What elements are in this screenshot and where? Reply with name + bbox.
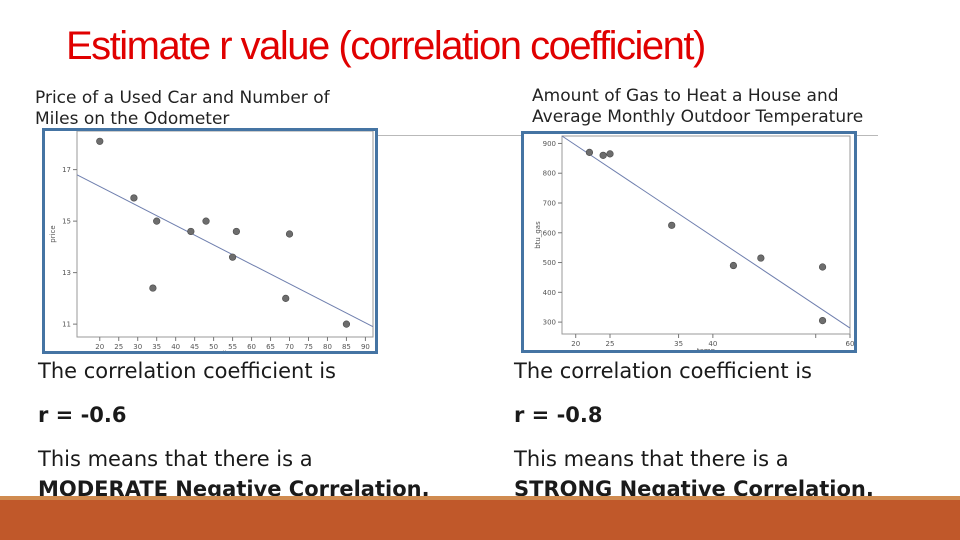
left-meaning: This means that there is a [38,447,313,471]
right-meaning: This means that there is a [514,447,789,471]
left-chart-data-point [282,294,290,302]
right-statement: The correlation coefficient is [514,359,812,383]
left-chart-data-point [187,227,195,236]
left-statement: The correlation coefficient is [38,359,336,383]
left-chart-x-tick-label: 80 [323,343,332,351]
left-chart-y-tick-label: 13 [62,269,71,277]
right-r-value: r = -0.8 [514,403,603,427]
right-scatter-plot-frame: 20 25 35 40 60 300 400 500 600 700 800 900 temp btu_g… [521,131,857,353]
left-chart-data-point [202,217,210,225]
right-chart-data-point [585,148,594,156]
right-scatter-plot: 20 25 35 40 60 300 400 500 600 700 800 900 temp btu_g… [534,135,854,350]
right-chart-y-tick-label: 400 [543,289,556,297]
right-chart-data-point [757,254,765,262]
right-caption-line-2: Average Monthly Outdoor Temperature [532,107,864,127]
right-chart-data-point [599,151,607,159]
left-chart-data-point [149,284,157,292]
left-chart-y-tick-label: 11 [62,321,71,329]
left-chart-x-tick-label: 40 [171,343,180,351]
footer-bar [0,500,960,540]
left-chart-data-point [285,230,294,238]
right-chart-y-tick-label: 600 [543,229,556,237]
left-chart-data-point [153,217,161,225]
right-chart-x-tick-label: 40 [708,340,717,348]
left-chart-x-tick-label: 55 [228,343,237,351]
right-chart-y-tick-label: 900 [543,140,556,148]
left-scatter-plot-frame: 20 25 30 35 40 45 50 55 60 65 70 75 80 85 90 11 13 15 17 mi… [42,128,378,354]
left-caption-line-2: Miles on the Odometer [35,109,230,129]
left-chart-x-tick-label: 65 [266,343,275,351]
left-chart-y-tick-label: 17 [62,166,71,174]
left-chart-y-tick-label: 15 [62,218,71,226]
left-chart-data-point [96,137,104,145]
slide-title: Estimate r value (correlation coefficien… [66,24,706,68]
right-chart-data-point [729,261,738,270]
left-chart-data-point [228,253,237,261]
left-chart-x-tick-label: 90 [361,343,370,351]
left-chart-x-tick-label: 20 [95,343,104,351]
left-chart-data-point [342,320,351,328]
left-chart-x-tick-label: 85 [342,343,351,351]
left-chart-data-point [130,194,138,202]
right-chart-data-point [818,263,827,271]
right-chart-x-tick-label: 35 [674,340,683,348]
right-chart-x-tick-label: 60 [846,340,854,348]
footer-accent-line [0,496,960,500]
right-chart-x-tick-label: 20 [571,340,580,348]
left-caption-line-1: Price of a Used Car and Number of [35,88,330,108]
right-chart-y-tick-label: 300 [543,319,556,327]
left-chart-y-axis-label: price [49,225,57,242]
right-chart-y-tick-label: 800 [543,170,556,178]
right-chart-x-tick-label: 25 [606,340,615,348]
right-chart-y-axis-label: btu_gas [534,221,542,249]
left-scatter-plot: 20 25 30 35 40 45 50 55 60 65 70 75 80 85 90 11 13 15 17 mi… [49,131,374,351]
right-chart-data-point [606,150,614,158]
right-chart-x-axis-label: temp [697,347,716,350]
right-chart-data-point [818,317,827,325]
left-chart-x-tick-label: 30 [133,343,142,351]
right-chart-y-tick-label: 500 [543,259,556,267]
left-chart-x-tick-label: 60 [247,343,256,351]
left-chart-caption: Price of a Used Car and Number of Miles … [35,88,330,130]
left-chart-x-tick-label: 50 [209,343,218,351]
left-chart-x-axis-label: miles [216,350,235,351]
left-chart-x-tick-label: 35 [152,343,161,351]
right-chart-trend-line [561,135,851,329]
right-chart-caption: Amount of Gas to Heat a House and Averag… [532,86,863,128]
right-caption-line-1: Amount of Gas to Heat a House and [532,86,839,106]
right-chart-data-point [668,221,676,229]
left-chart-data-point [232,227,240,236]
left-r-value: r = -0.6 [38,403,127,427]
right-chart-y-tick-label: 700 [543,199,556,207]
right-chart-plot-area [561,135,851,335]
left-chart-x-tick-label: 75 [304,343,313,351]
left-chart-x-tick-label: 45 [190,343,199,351]
left-chart-x-tick-label: 70 [285,343,294,351]
left-chart-plot-area [76,131,374,338]
left-chart-trend-line [76,174,374,328]
left-chart-x-tick-label: 25 [114,343,123,351]
